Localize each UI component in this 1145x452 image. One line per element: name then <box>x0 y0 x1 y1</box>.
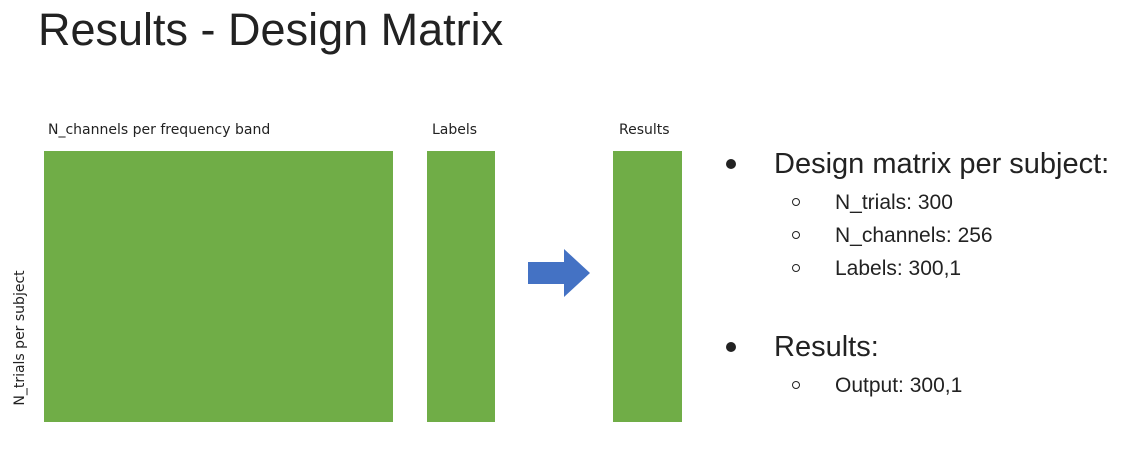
sub-bullet-text: N_trials: 300 <box>835 191 953 214</box>
hollow-circle-bullet-icon <box>792 231 800 239</box>
bullet-dot-icon <box>726 159 736 169</box>
trials-axis-label: N_trials per subject <box>12 270 28 406</box>
bullet-text: Results: <box>774 331 879 363</box>
results-block <box>613 151 682 422</box>
labels-caption: Labels <box>432 122 478 138</box>
results-caption: Results <box>619 122 670 138</box>
bullet-list: Design matrix per subject: N_trials: 300… <box>722 142 1145 402</box>
sub-bullet-item: Output: 300,1 <box>722 369 1145 402</box>
slide-title: Results - Design Matrix <box>38 4 504 55</box>
bullet-dot-icon <box>726 342 736 352</box>
right-arrow-icon <box>528 249 590 297</box>
sub-bullet-item: N_channels: 256 <box>722 219 1145 252</box>
channels-caption: N_channels per frequency band <box>48 122 271 138</box>
sub-bullet-item: Labels: 300,1 <box>722 252 1145 285</box>
sub-bullet-text: Labels: 300,1 <box>835 257 962 280</box>
labels-block <box>427 151 495 422</box>
channels-block <box>44 151 393 422</box>
hollow-circle-bullet-icon <box>792 381 800 389</box>
sub-bullet-text: N_channels: 256 <box>835 224 993 247</box>
sub-bullet-item: N_trials: 300 <box>722 186 1145 219</box>
bullet-item: Design matrix per subject: <box>722 142 1145 186</box>
sub-bullet-text: Output: 300,1 <box>835 374 963 397</box>
hollow-circle-bullet-icon <box>792 264 800 272</box>
bullet-text: Design matrix per subject: <box>774 148 1110 180</box>
bullet-item: Results: <box>722 325 1145 369</box>
hollow-circle-bullet-icon <box>792 198 800 206</box>
